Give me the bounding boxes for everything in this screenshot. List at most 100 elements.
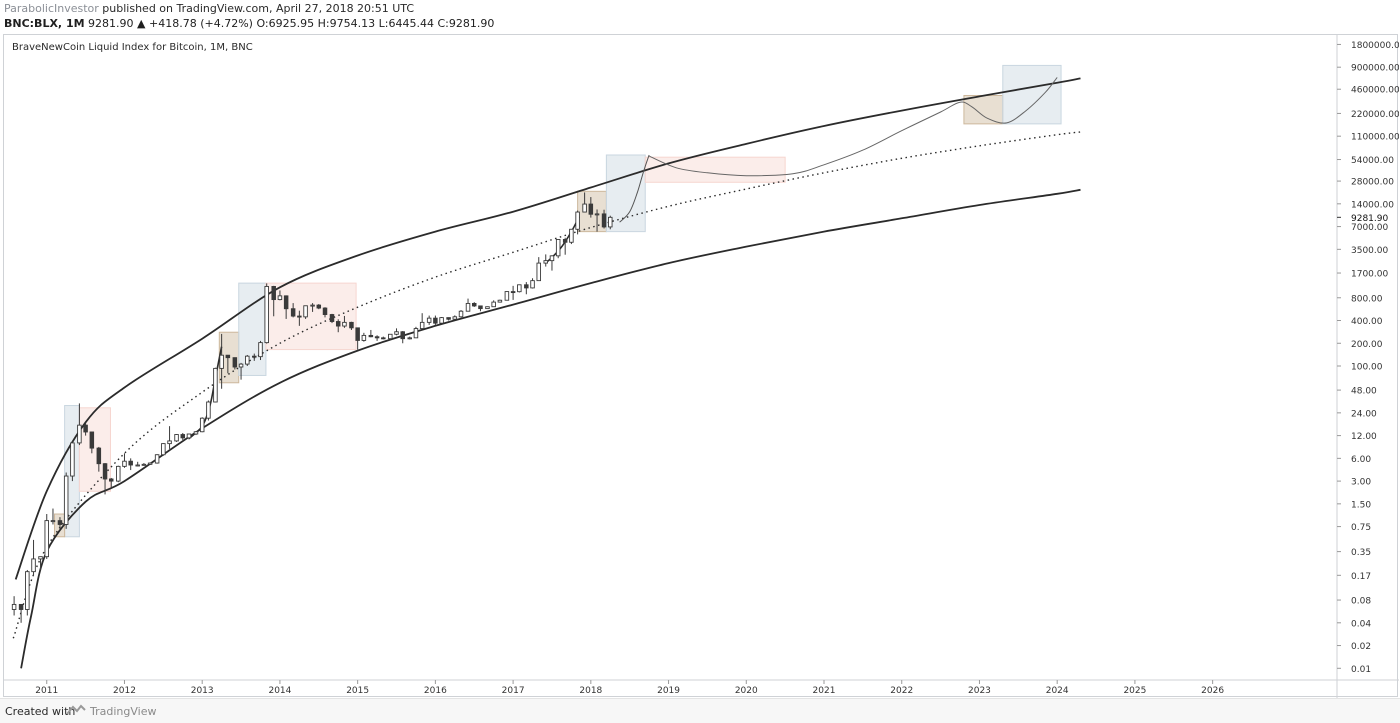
candle-up — [543, 260, 548, 264]
y-tick-label: 14000.00 — [1351, 200, 1394, 210]
last-price-label: 9281.90 — [1351, 214, 1388, 224]
upper-band-line — [14, 77, 1081, 580]
x-tick-label: 2020 — [735, 686, 758, 696]
chart-title: BraveNewCoin Liquid Index for Bitcoin, 1… — [12, 42, 253, 53]
chart-area[interactable]: BraveNewCoin Liquid Index for Bitcoin, 1… — [3, 34, 1399, 698]
candle-up — [439, 317, 444, 324]
candle-down — [109, 478, 114, 482]
ohlc-close: 9281.90 — [448, 17, 495, 30]
candle-down — [232, 357, 238, 368]
y-tick-label: 0.75 — [1351, 523, 1371, 533]
price-change: +418.78 (+4.72%) — [149, 17, 253, 30]
candle-up — [141, 463, 147, 466]
candle-down — [478, 305, 483, 310]
candle-up — [206, 401, 211, 419]
candle-down — [322, 307, 328, 315]
tradingview-logo-icon[interactable] — [66, 704, 86, 719]
candle-up — [388, 333, 393, 340]
y-tick-label: 0.04 — [1351, 619, 1371, 629]
footer: Created with TradingView — [0, 698, 1400, 723]
candle-down — [89, 431, 95, 449]
y-tick-label: 460000.00 — [1351, 86, 1399, 96]
ohlc-low: 6445.44 — [388, 17, 434, 30]
candle-down — [446, 317, 451, 320]
candle-up — [303, 305, 308, 318]
candle-up — [161, 443, 166, 456]
candle-up — [465, 302, 471, 312]
y-tick-label: 0.35 — [1351, 548, 1371, 558]
candle-up — [122, 460, 127, 467]
x-tick-label: 2015 — [346, 686, 369, 696]
candle-down — [562, 238, 568, 243]
candle-down — [355, 327, 360, 341]
y-tick-label: 3.00 — [1351, 478, 1371, 488]
candle-up — [44, 520, 49, 558]
candle-down — [290, 308, 296, 317]
candle-up — [174, 434, 179, 442]
candle-up — [147, 462, 153, 465]
tradingview-brand[interactable]: TradingView — [90, 705, 157, 718]
y-tick-label: 1700.00 — [1351, 270, 1388, 280]
x-tick-label: 2024 — [1046, 686, 1069, 696]
candle-up — [258, 342, 263, 358]
y-tick-label: 12.00 — [1351, 432, 1377, 442]
candle-down — [329, 314, 335, 322]
y-tick-label: 900000.00 — [1351, 64, 1399, 74]
y-tick-label: 48.00 — [1351, 387, 1377, 397]
candle-up — [582, 203, 587, 213]
candle-down — [368, 334, 374, 338]
candle-up — [485, 306, 490, 310]
candle-down — [128, 460, 133, 466]
x-tick-label: 2012 — [113, 686, 136, 696]
y-tick-label: 200.00 — [1351, 340, 1383, 350]
symbol-name: BNC:BLX, 1M — [4, 17, 85, 30]
author-link[interactable]: ParabolicInvestor — [4, 2, 99, 15]
candle-down — [283, 295, 289, 310]
candle-up — [25, 571, 30, 610]
y-tick-label: 800.00 — [1351, 294, 1383, 304]
candle-up — [342, 321, 347, 327]
y-tick-label: 0.02 — [1351, 642, 1371, 652]
highlight-box — [1002, 64, 1062, 125]
x-tick-label: 2025 — [1123, 686, 1146, 696]
x-tick-label: 2018 — [579, 686, 602, 696]
candle-up — [193, 431, 199, 435]
y-tick-label: 100.00 — [1351, 363, 1383, 373]
created-with-text: Created with — [5, 705, 76, 718]
fractal-curve-2018 — [619, 154, 650, 223]
candle-up — [70, 442, 75, 477]
publisher-line: ParabolicInvestor published on TradingVi… — [4, 2, 414, 15]
last-price: 9281.90 — [88, 17, 134, 30]
candle-down — [316, 304, 322, 309]
candle-up — [50, 520, 56, 523]
y-tick-label: 400.00 — [1351, 317, 1383, 327]
candle-down — [271, 286, 276, 301]
candle-up — [458, 310, 464, 318]
published-text: published on TradingView.com, April 27, … — [98, 2, 415, 15]
candle-up — [491, 301, 496, 308]
price-chart[interactable]: BraveNewCoin Liquid Index for Bitcoin, 1… — [4, 35, 1399, 698]
candle-up — [608, 216, 613, 228]
candle-up — [63, 475, 69, 525]
y-tick-label: 0.01 — [1351, 665, 1371, 675]
y-tick-label: 24.00 — [1351, 409, 1377, 419]
ohlc-high: 9754.13 — [329, 17, 376, 30]
highlight-box — [605, 154, 646, 233]
x-tick-label: 2023 — [968, 686, 991, 696]
ohlc-low-label: L: — [378, 17, 389, 30]
highlight-box — [238, 282, 267, 376]
projection-path-line — [648, 77, 1058, 177]
candle-up — [11, 603, 17, 610]
candle-down — [381, 337, 386, 340]
ohlc-high-label: H: — [317, 17, 330, 30]
candle-up — [426, 317, 432, 323]
up-arrow-icon: ▲ — [137, 17, 146, 30]
candle-down — [83, 424, 88, 433]
candle-up — [569, 228, 574, 243]
y-tick-label: 54000.00 — [1351, 156, 1394, 166]
candle-down — [471, 302, 477, 307]
y-tick-label: 6.00 — [1351, 455, 1371, 465]
candle-up — [555, 238, 561, 257]
candle-down — [180, 434, 186, 439]
x-tick-label: 2022 — [890, 686, 913, 696]
